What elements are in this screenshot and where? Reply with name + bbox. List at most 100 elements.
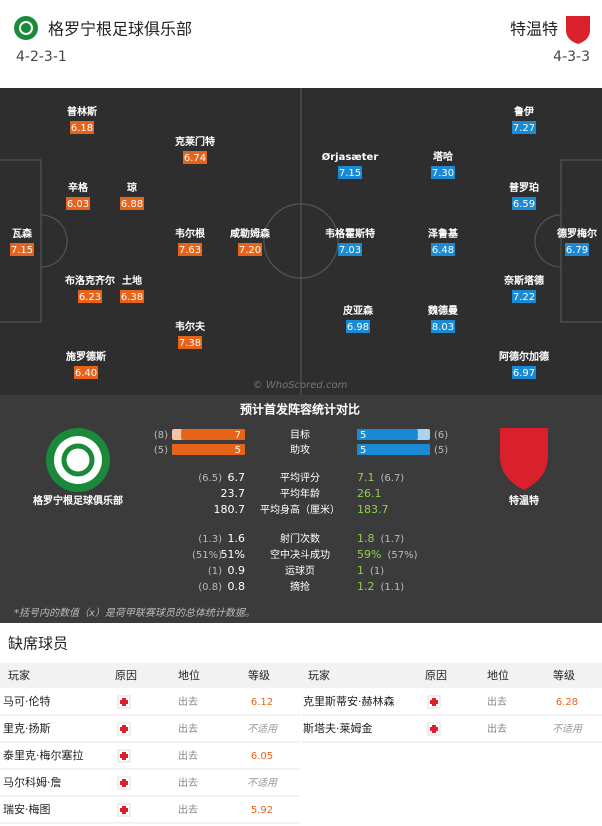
rating-badge: [70, 121, 94, 134]
stat-label: 平均身高（厘米）: [260, 503, 340, 516]
home-crest-inner: [54, 436, 102, 484]
player-name: 奈斯塔德: [503, 274, 544, 287]
stats-title: 预计首发阵容统计对比: [240, 402, 360, 417]
stat-label: 摘抢: [290, 580, 310, 593]
injury-cross: [120, 779, 128, 787]
rating-badge: [66, 197, 90, 210]
player-name: 德罗梅尔: [556, 227, 597, 240]
rating-badge: [512, 290, 536, 303]
player-rating: 7.38: [179, 338, 201, 349]
away-formation: 4-3-3: [553, 49, 590, 65]
rating-badge: [10, 243, 34, 256]
absent-player: 瑞安·梅图: [3, 802, 51, 816]
injury-cross: [120, 698, 128, 706]
column-header: 玩家: [308, 668, 330, 682]
rating-badge: [74, 366, 98, 379]
away-stat: 1.2: [357, 580, 375, 593]
away-league-value: (6.7): [381, 473, 405, 484]
rating-badge: [238, 243, 262, 256]
home-logo-ring: [19, 21, 33, 35]
rating-badge: [120, 290, 144, 303]
away-stat: 183.7: [357, 503, 389, 516]
header-bg: [0, 0, 602, 88]
stat-label: 平均评分: [280, 472, 320, 484]
player-name: 布洛克齐尔: [65, 274, 115, 287]
away-bar: [357, 429, 418, 440]
player-rating: 7.20: [239, 245, 261, 256]
absent-rating: 不适用: [552, 723, 583, 735]
rating-badge: [346, 320, 370, 333]
player-rating: 6.48: [432, 245, 454, 256]
player-name: 辛格: [68, 181, 89, 194]
bar-label: 目标: [290, 429, 310, 441]
away-crest: [500, 428, 548, 490]
away-bar-value: 5: [360, 430, 366, 441]
home-stat: 51%: [221, 548, 245, 561]
footnote: *括号内的数值（x）是荷甲联赛球员的总体统计数据。: [14, 607, 255, 619]
absent-status: 出去: [178, 776, 198, 789]
away-stat: 59%: [357, 548, 381, 561]
home-bar: [181, 429, 245, 440]
home-formation: 4-2-3-1: [16, 49, 67, 65]
bar-label: 助攻: [290, 443, 310, 456]
player-rating: 6.40: [75, 368, 97, 379]
away-logo: [566, 16, 590, 44]
player-name: Ørjasæter: [322, 151, 379, 163]
rating-badge: [178, 243, 202, 256]
player-rating: 6.79: [566, 245, 588, 256]
away-name: 特温特: [510, 20, 558, 39]
player-rating: 6.88: [121, 199, 143, 210]
player-name: 韦尔夫: [175, 320, 206, 333]
player-name: 阿德尔加德: [499, 350, 549, 363]
home-league-value: (1.3): [198, 534, 222, 545]
pitch-lines: [0, 88, 602, 395]
absent-status: 出去: [487, 695, 507, 708]
player-rating: 6.97: [513, 368, 535, 379]
absent-status: 出去: [178, 749, 198, 762]
player-name: 土地: [122, 274, 142, 287]
absent-player: 斯塔夫·莱姆金: [303, 721, 373, 735]
injury-cross: [430, 698, 438, 706]
away-stat: 1: [357, 564, 364, 577]
home-stat: 6.7: [228, 471, 246, 484]
rating-badge: [338, 166, 362, 179]
player-rating: 7.03: [339, 245, 361, 256]
player-name: 克莱门特: [175, 135, 215, 148]
home-league-value: (1): [208, 566, 222, 577]
home-logo: [14, 16, 38, 40]
rating-badge: [120, 197, 144, 210]
player-rating: 7.22: [513, 292, 535, 303]
player-rating: 7.30: [432, 168, 454, 179]
absent-player: 马尔科姆·詹: [3, 775, 62, 789]
injury-cross: [120, 806, 128, 814]
column-header: 地位: [487, 668, 509, 682]
player-name: 咸勒姆森: [230, 227, 271, 240]
absent-player: 里克·扬斯: [3, 721, 51, 735]
player-rating: 6.23: [79, 292, 101, 303]
player-name: 普林斯: [67, 105, 97, 118]
rating-badge: [512, 197, 536, 210]
absent-rating: 不适用: [247, 723, 278, 735]
absent-title: 缺席球员: [8, 635, 68, 653]
rating-badge: [183, 151, 207, 164]
away-bar: [357, 444, 430, 455]
absent-status: 出去: [178, 722, 198, 735]
away-league-value: (6): [434, 430, 448, 441]
player-rating: 7.15: [11, 245, 33, 256]
home-bar-value: 5: [235, 445, 241, 456]
watermark: © WhoScored.com: [253, 380, 348, 391]
absent-rating: 不适用: [247, 777, 278, 789]
home-stat: 180.7: [214, 503, 246, 516]
player-rating: 6.59: [513, 199, 535, 210]
away-team-label: 特温特: [509, 494, 539, 507]
absent-player: 克里斯蒂安·赫林森: [303, 694, 395, 708]
player-rating: 6.98: [347, 322, 369, 333]
rating-badge: [78, 290, 102, 303]
home-stat: 0.8: [228, 580, 246, 593]
rating-badge: [431, 243, 455, 256]
player-name: 皮亚森: [342, 304, 374, 317]
home-league-value: (0.8): [198, 582, 222, 593]
home-stat: 0.9: [228, 564, 246, 577]
column-header: 玩家: [8, 668, 30, 682]
away-league-value: (5): [434, 445, 448, 456]
